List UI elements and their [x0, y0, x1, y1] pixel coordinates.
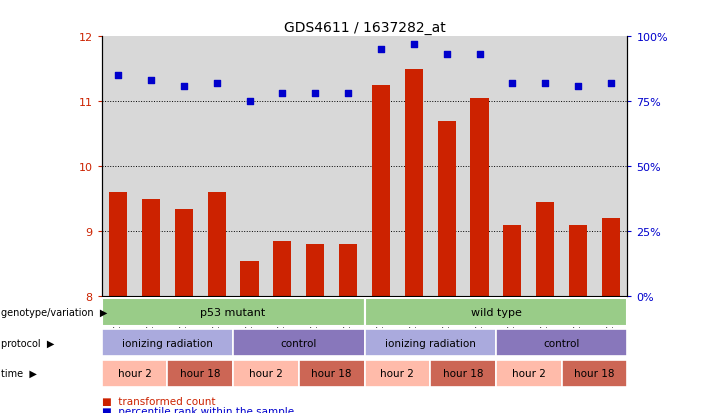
- Text: hour 2: hour 2: [118, 368, 151, 378]
- Point: [310, 91, 321, 97]
- Bar: [437, 121, 456, 297]
- Point: [112, 73, 123, 79]
- Bar: [102, 299, 365, 326]
- Point: [441, 52, 452, 59]
- Bar: [142, 199, 160, 297]
- Bar: [168, 360, 233, 387]
- Bar: [306, 244, 325, 297]
- Text: ■  transformed count: ■ transformed count: [102, 396, 215, 406]
- Text: control: control: [543, 338, 580, 348]
- Point: [474, 52, 485, 59]
- Bar: [496, 329, 627, 356]
- Point: [211, 81, 222, 87]
- Text: hour 18: hour 18: [311, 368, 352, 378]
- Bar: [240, 261, 259, 297]
- Bar: [273, 242, 292, 297]
- Point: [606, 81, 617, 87]
- Point: [343, 91, 354, 97]
- Bar: [562, 360, 627, 387]
- Text: hour 2: hour 2: [512, 368, 546, 378]
- Bar: [233, 360, 299, 387]
- Text: hour 2: hour 2: [249, 368, 283, 378]
- Point: [540, 81, 551, 87]
- Bar: [404, 69, 423, 297]
- Point: [145, 78, 156, 85]
- Bar: [299, 360, 365, 387]
- Text: protocol  ▶: protocol ▶: [1, 338, 54, 348]
- Text: hour 18: hour 18: [180, 368, 221, 378]
- Bar: [207, 193, 226, 297]
- Text: hour 18: hour 18: [443, 368, 484, 378]
- Text: ionizing radiation: ionizing radiation: [385, 338, 476, 348]
- Text: p53 mutant: p53 mutant: [200, 307, 266, 317]
- Point: [507, 81, 518, 87]
- Text: hour 18: hour 18: [574, 368, 615, 378]
- Bar: [339, 244, 357, 297]
- Bar: [496, 360, 562, 387]
- Bar: [102, 360, 168, 387]
- Bar: [602, 219, 620, 297]
- Text: hour 2: hour 2: [381, 368, 414, 378]
- Point: [178, 83, 189, 90]
- Point: [277, 91, 288, 97]
- Text: ■  percentile rank within the sample: ■ percentile rank within the sample: [102, 406, 294, 413]
- Title: GDS4611 / 1637282_at: GDS4611 / 1637282_at: [284, 21, 445, 35]
- Bar: [102, 329, 233, 356]
- Point: [244, 99, 255, 105]
- Point: [408, 42, 419, 48]
- Bar: [536, 202, 554, 297]
- Text: ionizing radiation: ionizing radiation: [122, 338, 213, 348]
- Bar: [175, 209, 193, 297]
- Bar: [365, 360, 430, 387]
- Bar: [569, 225, 587, 297]
- Bar: [233, 329, 365, 356]
- Bar: [430, 360, 496, 387]
- Bar: [365, 299, 627, 326]
- Text: control: control: [280, 338, 317, 348]
- Bar: [109, 193, 127, 297]
- Point: [573, 83, 584, 90]
- Text: genotype/variation  ▶: genotype/variation ▶: [1, 307, 107, 317]
- Bar: [470, 99, 489, 297]
- Bar: [503, 225, 522, 297]
- Point: [375, 47, 386, 53]
- Text: wild type: wild type: [470, 307, 522, 317]
- Text: time  ▶: time ▶: [1, 368, 36, 378]
- Bar: [372, 86, 390, 297]
- Bar: [365, 329, 496, 356]
